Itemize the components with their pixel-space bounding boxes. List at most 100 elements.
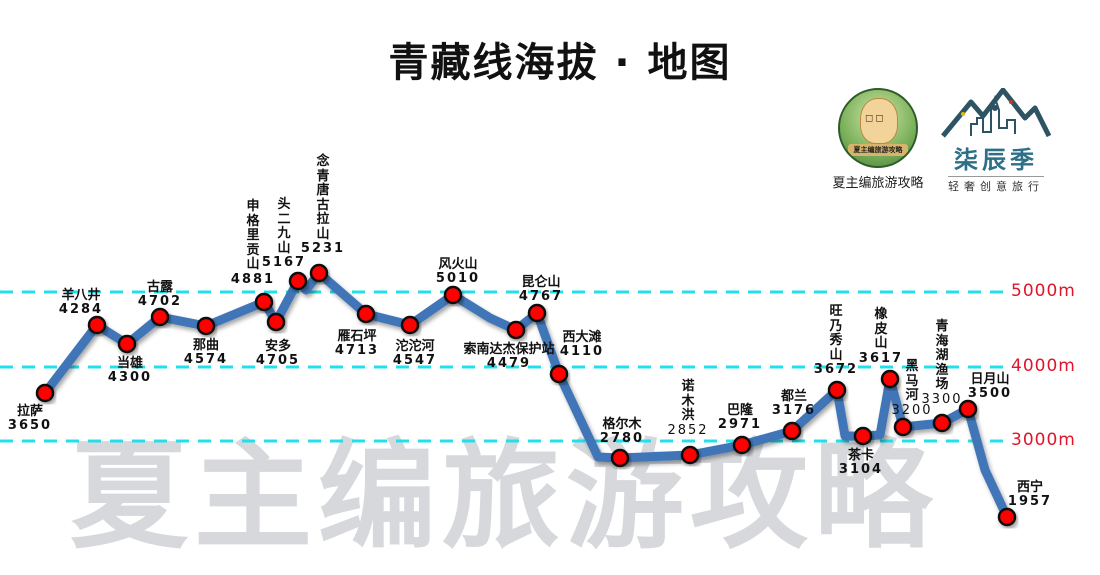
marker-青海湖渔场 <box>932 413 952 433</box>
marker-雁石坪 <box>356 304 376 324</box>
horse-face: ◻◻ <box>860 98 898 144</box>
point-elevation: 4300 <box>107 369 153 385</box>
cartoon-horse-badge-icon: ◻◻ 夏主编旅游攻略 <box>838 88 918 168</box>
point-label: 茶卡 3104 <box>839 449 883 476</box>
point-name: 青海湖渔场 <box>935 319 949 393</box>
logo-qichenji: 柒辰季 轻奢创意旅行 <box>938 87 1054 194</box>
mountain-skyline-icon <box>941 87 1052 138</box>
point-elevation: 3500 <box>967 385 1013 401</box>
reference-gridlines <box>0 290 1005 443</box>
marker-头二九山 <box>288 271 308 291</box>
point-elevation: 4547 <box>392 352 438 368</box>
point-elevation: 3176 <box>771 402 817 418</box>
marker-安多 <box>266 312 286 332</box>
point-name: 雁石坪 <box>337 329 377 344</box>
point-label: 申格里贡山 4881 <box>230 199 276 287</box>
point-elevation: 4702 <box>137 293 183 309</box>
point-elevation: 2971 <box>717 416 763 432</box>
point-elevation: 4574 <box>183 351 229 367</box>
point-name: 黑马河 <box>905 359 919 404</box>
point-elevation: 4881 <box>230 271 276 287</box>
marker-诺木洪 <box>680 445 700 465</box>
point-name: 那曲 <box>192 338 219 353</box>
point-label: 那曲 4574 <box>184 339 228 366</box>
marker-橡皮山 <box>880 369 900 389</box>
point-name: 头二九山 <box>277 197 291 256</box>
point-label: 西大滩 4110 <box>560 331 604 358</box>
point-label: 念青唐古拉山 5231 <box>300 154 346 257</box>
point-label: 都兰 3176 <box>772 390 816 417</box>
point-label: 古露 4702 <box>138 281 182 308</box>
point-name: 格尔木 <box>602 417 642 432</box>
logo2-title: 柒辰季 <box>954 146 1038 174</box>
point-elevation: 5167 <box>261 255 307 271</box>
point-elevation: 4767 <box>518 288 564 304</box>
point-name: 索南达杰保护站 <box>463 342 555 357</box>
marker-那曲 <box>196 316 216 336</box>
point-label: 沱沱河 4547 <box>393 340 437 367</box>
marker-古露 <box>150 307 170 327</box>
point-elevation: 4713 <box>334 342 380 358</box>
point-label: 拉萨 3650 <box>8 405 52 432</box>
point-label: 安多 4705 <box>256 340 300 367</box>
point-name: 沱沱河 <box>395 339 435 354</box>
point-name: 诺木洪 <box>681 379 695 424</box>
point-label: 索南达杰保护站 4479 <box>463 343 554 370</box>
point-label: 日月山 3500 <box>968 373 1012 400</box>
point-name: 申格里贡山 <box>246 199 260 273</box>
point-label: 橡皮山 3617 <box>858 307 904 366</box>
point-label: 诺木洪 2852 <box>667 379 709 438</box>
point-name: 茶卡 <box>847 448 874 463</box>
point-label: 风火山 5010 <box>436 258 480 285</box>
point-elevation: 2780 <box>599 430 645 446</box>
marker-巴隆 <box>732 435 752 455</box>
point-name: 拉萨 <box>16 404 43 419</box>
point-elevation: 4705 <box>255 352 301 368</box>
page-title: 青藏线海拔 · 地图 <box>388 40 732 86</box>
logo-caption: 夏主编旅游攻略 <box>832 176 924 191</box>
point-elevation: 3672 <box>813 362 859 378</box>
marker-西宁 <box>997 507 1017 527</box>
point-elevation: 5231 <box>300 241 346 257</box>
point-elevation: 4110 <box>559 343 605 359</box>
marker-申格里贡山 <box>254 292 274 312</box>
point-name: 旺乃秀山 <box>829 304 843 363</box>
point-name: 巴隆 <box>726 403 753 418</box>
point-name: 西大滩 <box>562 330 602 345</box>
point-elevation: 3617 <box>858 350 904 366</box>
marker-沱沱河 <box>400 315 420 335</box>
point-name: 风火山 <box>438 257 478 272</box>
marker-念青唐古拉山 <box>309 263 329 283</box>
point-label: 雁石坪 4713 <box>335 330 379 357</box>
marker-黑马河 <box>893 417 913 437</box>
marker-都兰 <box>782 421 802 441</box>
marker-羊八井 <box>87 315 107 335</box>
point-name: 安多 <box>264 339 291 354</box>
point-name: 都兰 <box>780 389 807 404</box>
watermark-text: 夏主编旅游攻略 <box>70 427 939 565</box>
point-elevation: 4479 <box>486 355 532 371</box>
point-label: 格尔木 2780 <box>600 418 644 445</box>
point-name: 昆仑山 <box>521 275 561 290</box>
y-label-4000m: 4000m <box>1011 356 1076 376</box>
marker-当雄 <box>117 334 137 354</box>
point-label: 西宁 1957 <box>1008 481 1052 508</box>
marker-旺乃秀山 <box>827 380 847 400</box>
point-elevation: 1957 <box>1007 493 1053 509</box>
y-label-5000m: 5000m <box>1011 281 1076 301</box>
point-elevation: 3650 <box>7 417 53 433</box>
logo2-subtitle: 轻奢创意旅行 <box>948 176 1044 194</box>
marker-日月山 <box>958 399 978 419</box>
point-name: 当雄 <box>116 356 143 371</box>
point-name: 羊八井 <box>61 288 101 303</box>
point-label: 当雄 4300 <box>108 357 152 384</box>
point-name: 古露 <box>146 280 173 295</box>
point-elevation: 5010 <box>435 270 481 286</box>
point-elevation: 4284 <box>58 301 104 317</box>
logo-xiazhubian: ◻◻ 夏主编旅游攻略 夏主编旅游攻略 <box>828 88 928 191</box>
point-label: 羊八井 4284 <box>59 289 103 316</box>
point-elevation: 2852 <box>667 422 709 438</box>
point-elevation: 3300 <box>921 391 963 407</box>
marker-茶卡 <box>853 426 873 446</box>
